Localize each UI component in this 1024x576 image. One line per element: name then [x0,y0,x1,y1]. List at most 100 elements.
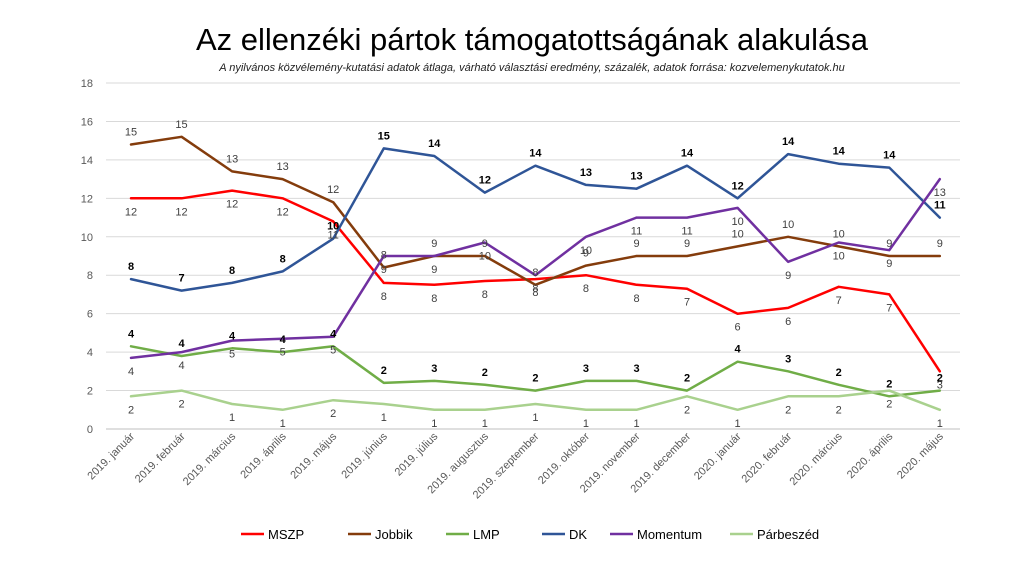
data-label: 2 [381,365,387,377]
x-tick-label: 2019. február [133,430,188,485]
x-tick-label: 2019. május [288,430,339,481]
y-tick-label: 8 [87,270,93,282]
data-label: 4 [178,360,184,372]
data-label: 12 [479,175,491,187]
data-label: 2 [684,373,690,385]
data-label: 12 [731,180,743,192]
data-label: 4 [330,328,337,340]
data-label: 9 [482,238,488,250]
data-label: 6 [735,322,741,334]
series-line-dk [129,147,942,292]
y-tick-label: 12 [81,193,93,205]
data-label: 4 [128,328,135,340]
data-label: 4 [735,344,742,356]
data-label: 2 [836,404,842,416]
data-label: 8 [583,283,589,295]
legend-label: Momentum [637,527,702,542]
data-label: 8 [381,250,387,262]
data-label: 1 [937,418,943,430]
x-tick-label: 2019. június [339,430,390,481]
data-label: 14 [782,136,795,148]
data-label: 12 [175,206,187,218]
data-label: 3 [785,353,791,365]
data-label: 4 [280,334,287,346]
data-label: 12 [226,199,238,211]
x-tick-label: 2019. április [238,430,289,481]
data-label: 5 [280,347,286,359]
data-label: 5 [229,349,235,361]
data-label: 7 [836,295,842,307]
legend-label: DK [569,527,587,542]
data-label: 9 [684,238,690,250]
data-label: 2 [937,373,943,385]
legend-label: Jobbik [375,527,413,542]
data-label: 10 [833,228,845,240]
data-label: 9 [431,238,437,250]
data-label: 10 [731,216,743,228]
data-label: 2 [886,378,892,390]
series-line-mszp [129,189,942,373]
data-label: 15 [378,130,390,142]
y-tick-label: 2 [87,386,93,398]
legend: MSZP Jobbik LMP DK Momentum Párbeszéd [241,527,819,542]
data-label: 10 [580,245,592,257]
data-label: 3 [583,363,589,375]
data-label: 10 [327,221,339,233]
y-tick-label: 10 [81,232,93,244]
data-label: 13 [934,187,946,199]
data-label: 4 [229,330,236,342]
x-tick-label: 2020. április [845,430,896,481]
data-label: 1 [229,412,235,424]
data-label: 8 [280,253,286,265]
data-label: 1 [532,412,538,424]
data-label: 15 [175,119,187,131]
data-label: 3 [633,363,639,375]
data-label: 11 [934,200,946,212]
data-label: 8 [229,265,235,277]
x-tick-label: 2020. január [692,430,744,482]
data-label: 9 [583,248,589,260]
data-label: 7 [684,297,690,309]
data-label: 2 [330,408,336,420]
data-label: 15 [125,127,137,139]
data-label: 9 [886,238,892,250]
data-label: 8 [532,283,538,295]
data-label: 8 [431,293,437,305]
data-label: 6 [785,316,791,328]
data-label: 9 [381,264,387,276]
chart-subtitle: A nyilvános közvélemény-kutatási adatok … [219,62,845,74]
y-tick-label: 14 [81,155,93,167]
series-line-lmp [129,345,942,398]
data-label: 1 [735,418,741,430]
data-label: 1 [482,418,488,430]
legend-label: LMP [473,527,500,542]
chart-title: Az ellenzéki pártok támogatottságának al… [195,22,869,57]
data-label: 9 [633,238,639,250]
data-label: 9 [785,270,791,282]
data-label: 1 [431,418,437,430]
data-label: 14 [428,138,441,150]
data-label: 8 [482,289,488,301]
y-tick-label: 16 [81,116,93,128]
data-label: 10 [731,228,743,240]
data-label: 10 [479,251,491,263]
data-label: 2 [532,373,538,385]
data-label: 13 [580,167,592,179]
series-line-párbeszéd [129,389,942,412]
y-tick-label: 0 [87,424,93,436]
data-label: 10 [833,251,845,263]
data-label: 7 [886,302,892,314]
y-tick-label: 6 [87,309,93,321]
x-tick-label: 2020. február [740,430,795,485]
data-label: 9 [431,264,437,276]
data-label: 8 [128,261,134,273]
data-label: 12 [277,206,289,218]
data-label: 11 [327,229,338,241]
data-label: 13 [277,161,289,173]
data-label: 10 [782,219,794,231]
data-label: 3 [431,363,437,375]
series-lines [129,135,942,412]
x-tick-label: 2019. március [181,430,239,488]
y-tick-label: 4 [87,347,93,359]
